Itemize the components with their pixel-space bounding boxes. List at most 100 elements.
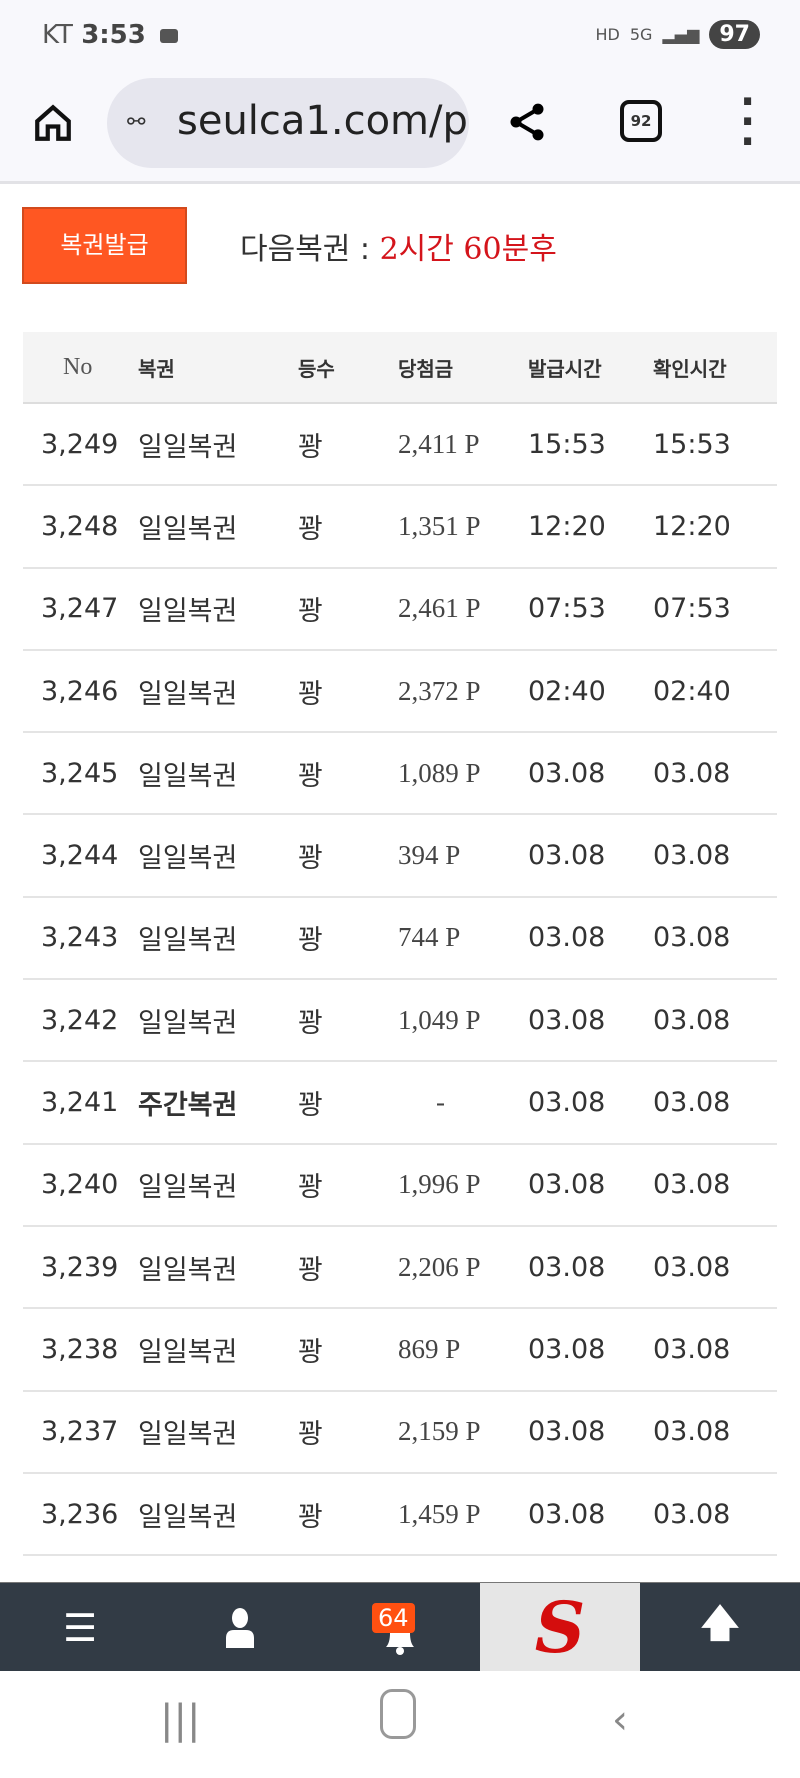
cell-no: 3,236 (23, 1472, 138, 1557)
cell-prize: - (398, 1061, 528, 1145)
status-bar: KT 3:53 HD 5G ▂▄▆ 97 (0, 0, 800, 72)
lottery-table: No 복권 등수 당첨금 발급시간 확인시간 3,249 일일복권 꽝 2,411 P… (23, 332, 777, 1557)
share-icon[interactable] (505, 100, 549, 144)
cell-checked-time: 02:40 (653, 649, 777, 734)
cell-issued-time: 03.08 (528, 1225, 653, 1310)
system-nav-bar: ||| ‹ (0, 1671, 800, 1778)
cell-no: 3,238 (23, 1308, 138, 1392)
countdown: 2시간 60분후 (379, 232, 557, 267)
home-nav-icon[interactable] (380, 1689, 416, 1739)
cell-lottery: 일일복권 (138, 567, 298, 651)
cell-lottery: 일일복권 (138, 896, 298, 981)
cell-no: 3,241 (23, 1061, 138, 1145)
cell-issued-time: 03.08 (528, 1143, 653, 1227)
cell-issued-time: 02:40 (528, 649, 653, 734)
cell-prize: 2,411 P (398, 403, 528, 487)
cell-lottery: 일일복권 (138, 1308, 298, 1392)
cell-no: 3,242 (23, 979, 138, 1063)
cell-lottery: 일일복권 (138, 403, 298, 487)
cell-rank: 꽝 (298, 1143, 398, 1227)
site-logo: S (534, 1586, 586, 1669)
cell-rank: 꽝 (298, 1390, 398, 1474)
cell-issued-time: 03.08 (528, 1390, 653, 1474)
cell-no: 3,244 (23, 814, 138, 898)
cell-checked-time: 15:53 (653, 403, 777, 487)
user-button[interactable] (160, 1583, 320, 1672)
site-settings-icon[interactable]: ⚯ (127, 110, 146, 135)
cell-rank: 꽝 (298, 1061, 398, 1145)
notification-badge: 64 (372, 1603, 415, 1633)
col-issued: 발급시간 (528, 332, 653, 404)
cell-no: 3,247 (23, 567, 138, 651)
table-row: 3,248 일일복권 꽝 1,351 P 12:20 12:20 (23, 485, 777, 569)
cell-no: 3,245 (23, 732, 138, 816)
cell-checked-time: 03.08 (653, 1390, 777, 1474)
cell-checked-time: 03.08 (653, 814, 777, 898)
cell-issued-time: 03.08 (528, 1472, 653, 1557)
cell-lottery: 일일복권 (138, 979, 298, 1063)
clock: 3:53 (81, 20, 146, 50)
cell-rank: 꽝 (298, 485, 398, 569)
cell-issued-time: 03.08 (528, 1061, 653, 1145)
tab-switcher-button[interactable]: 92 (620, 100, 662, 142)
cell-prize: 394 P (398, 814, 528, 898)
cell-issued-time: 03.08 (528, 814, 653, 898)
cell-rank: 꽝 (298, 567, 398, 651)
cell-lottery: 일일복권 (138, 1143, 298, 1227)
col-prize: 당첨금 (398, 332, 528, 404)
notifications-button[interactable] (320, 1583, 480, 1672)
cell-rank: 꽝 (298, 1225, 398, 1310)
cell-prize: 1,089 P (398, 732, 528, 816)
arrow-up-icon: 🡅 (700, 1601, 740, 1645)
cell-checked-time: 07:53 (653, 567, 777, 651)
carrier: KT (42, 20, 73, 50)
recent-apps-icon[interactable]: ||| (160, 1697, 201, 1743)
scroll-top-button[interactable]: 🡅 (640, 1583, 800, 1672)
cell-lottery: 일일복권 (138, 649, 298, 734)
table-row: 3,237 일일복권 꽝 2,159 P 03.08 03.08 (23, 1390, 777, 1474)
cell-issued-time: 03.08 (528, 896, 653, 981)
table-header: No 복권 등수 당첨금 발급시간 확인시간 (23, 332, 777, 404)
address-bar[interactable]: ⚯ seulca1.com/p (107, 78, 469, 168)
cell-prize: 2,372 P (398, 649, 528, 734)
cell-issued-time: 03.08 (528, 732, 653, 816)
issue-lottery-button[interactable]: 복권발급 (22, 207, 187, 284)
cell-issued-time: 12:20 (528, 485, 653, 569)
bottom-nav: ☰ 64 S 🡅 (0, 1582, 800, 1672)
cell-prize: 1,351 P (398, 485, 528, 569)
cell-issued-time: 15:53 (528, 403, 653, 487)
next-label: 다음복권 : (240, 232, 380, 267)
signal-icon: ▂▄▆ (662, 25, 700, 44)
table-row: 3,241 주간복권 꽝 -03.08 03.08 (23, 1061, 777, 1145)
voicemail-icon (159, 28, 178, 43)
cell-rank: 꽝 (298, 896, 398, 981)
home-icon[interactable] (32, 102, 74, 144)
cell-rank: 꽝 (298, 814, 398, 898)
cell-lottery: 일일복권 (138, 1472, 298, 1557)
cell-prize: 869 P (398, 1308, 528, 1392)
cell-no: 3,249 (23, 403, 138, 487)
more-menu-icon[interactable]: · · · (740, 79, 756, 165)
cell-rank: 꽝 (298, 1308, 398, 1392)
cell-checked-time: 03.08 (653, 979, 777, 1063)
table-row: 3,247 일일복권 꽝 2,461 P 07:53 07:53 (23, 567, 777, 651)
hd-icon: HD (595, 25, 620, 44)
cell-checked-time: 03.08 (653, 1225, 777, 1310)
cell-rank: 꽝 (298, 649, 398, 734)
menu-button[interactable]: ☰ (0, 1583, 160, 1672)
cell-rank: 꽝 (298, 732, 398, 816)
site-logo-button[interactable]: S (480, 1583, 640, 1672)
cell-no: 3,239 (23, 1225, 138, 1310)
back-icon[interactable]: ‹ (612, 1697, 628, 1743)
table-row: 3,236 일일복권 꽝 1,459 P 03.08 03.08 (23, 1472, 777, 1557)
cell-lottery: 일일복권 (138, 485, 298, 569)
col-no: No (23, 332, 138, 404)
cell-prize: 2,206 P (398, 1225, 528, 1310)
cell-checked-time: 03.08 (653, 732, 777, 816)
col-checked: 확인시간 (653, 332, 777, 404)
col-rank: 등수 (298, 332, 398, 404)
cell-checked-time: 03.08 (653, 1308, 777, 1392)
next-lottery-info: 다음복권 : 2시간 60분후 (240, 224, 557, 268)
cell-no: 3,240 (23, 1143, 138, 1227)
cell-no: 3,243 (23, 896, 138, 981)
